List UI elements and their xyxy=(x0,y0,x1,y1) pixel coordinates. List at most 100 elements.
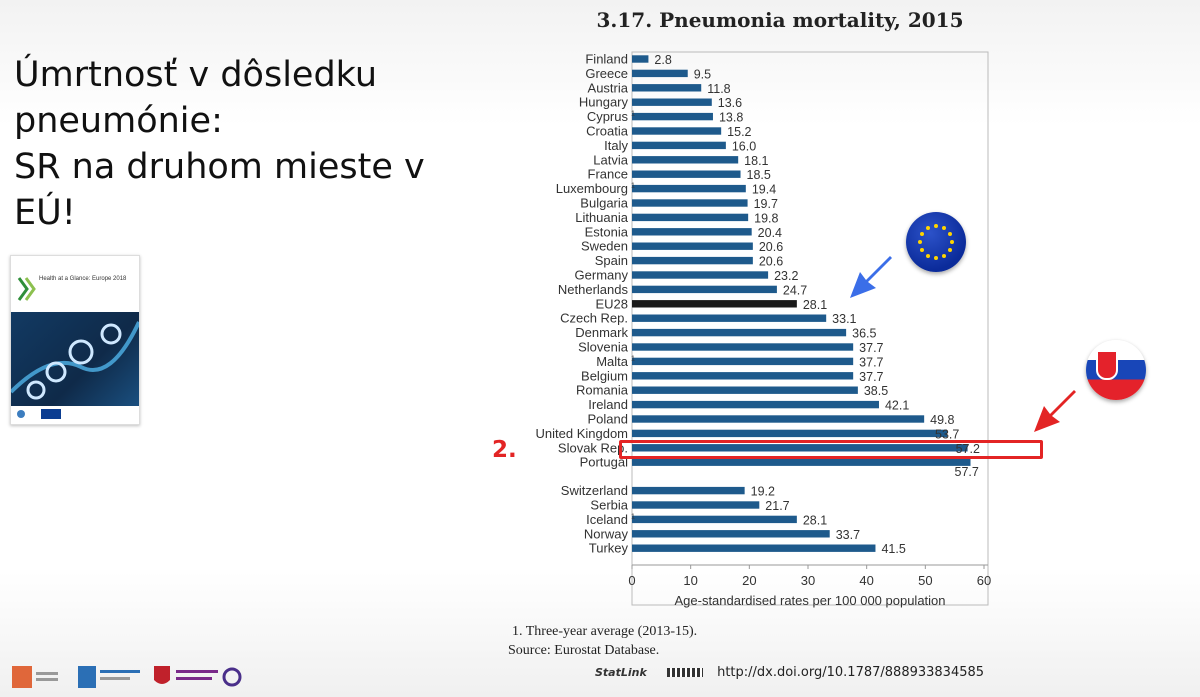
category-label: Lithuania xyxy=(575,210,629,225)
bar-estonia xyxy=(632,228,752,236)
bar-spain xyxy=(632,256,753,265)
category-label: Norway xyxy=(584,526,629,541)
category-label: Turkey xyxy=(589,541,629,556)
category-label: Croatia xyxy=(586,124,629,139)
value-label: 42.1 xyxy=(885,399,909,413)
value-label: 13.6 xyxy=(718,96,742,110)
value-label: 37.7 xyxy=(859,370,883,384)
slovakia-flag-icon xyxy=(1086,340,1146,400)
value-label: 36.5 xyxy=(852,327,876,341)
value-label: 19.2 xyxy=(751,485,775,499)
footnote-mark: 1 xyxy=(631,183,635,190)
x-tick-label: 10 xyxy=(683,573,697,588)
cover-artwork-graphic xyxy=(11,321,139,400)
value-label: 57.2 xyxy=(956,442,980,456)
cover-title: Health at a Glance: Europe 2018 xyxy=(39,276,127,282)
value-label: 16.0 xyxy=(732,139,756,153)
chart-footnote: 1. Three-year average (2013-15). xyxy=(512,624,698,639)
category-label: Portugal xyxy=(580,455,629,470)
bar-portugal xyxy=(632,458,971,466)
x-ticks: 0 10 20 30 40 50 60 xyxy=(628,565,991,588)
bar-latvia xyxy=(632,156,739,164)
value-label: 24.7 xyxy=(783,283,807,297)
bar-belgium xyxy=(632,372,854,380)
value-label: 19.8 xyxy=(754,211,778,225)
bar-italy xyxy=(632,141,726,150)
x-axis-label: Age-standardised rates per 100 000 popul… xyxy=(674,593,945,608)
category-label: Spain xyxy=(595,253,628,268)
bar-malta xyxy=(632,357,854,366)
bar-germany xyxy=(632,271,769,279)
category-label: United Kingdom xyxy=(536,426,629,441)
value-label: 49.8 xyxy=(930,413,954,427)
slovakia-highlight-box xyxy=(619,440,1043,459)
category-label: Greece xyxy=(585,66,628,81)
bar-netherlands xyxy=(632,285,777,294)
category-label: Latvia xyxy=(593,152,628,167)
nemocnica-logo-icon xyxy=(78,666,140,688)
pneumonia-bar-chart: Finland 2.8 Greece 9.5 Austria 11.8 Hungary 13.… xyxy=(536,51,991,608)
bar-united-kingdom xyxy=(632,429,948,438)
category-label: Sweden xyxy=(581,239,628,254)
value-label: 11.8 xyxy=(707,82,730,96)
bar-lithuania xyxy=(632,213,749,222)
bar-cyprus xyxy=(632,112,713,121)
bar-croatia xyxy=(632,127,722,135)
bar-bulgaria xyxy=(632,199,748,207)
bar-sweden xyxy=(632,242,753,250)
category-label: EU28 xyxy=(595,296,628,311)
category-label: Slovak Rep. xyxy=(558,440,628,455)
bar-slovak-rep xyxy=(632,444,968,452)
value-label: 28.1 xyxy=(803,298,827,312)
statlink-url[interactable]: http://dx.doi.org/10.1787/888933834585 xyxy=(717,665,985,680)
footer-logos xyxy=(10,664,250,692)
footnote-mark: 1 xyxy=(631,513,635,520)
bar-iceland xyxy=(632,515,797,524)
value-label: 41.5 xyxy=(881,542,905,556)
category-label: Iceland xyxy=(586,512,628,527)
bar-czech-rep xyxy=(632,314,827,322)
value-label: 57.7 xyxy=(955,465,979,479)
bar-greece xyxy=(632,69,688,78)
value-label: 9.5 xyxy=(694,67,711,81)
bar-denmark xyxy=(632,328,847,337)
value-label: 13.8 xyxy=(719,111,743,125)
category-label: Finland xyxy=(585,52,628,67)
bar-slovenia xyxy=(632,343,854,351)
category-label: Hungary xyxy=(579,95,629,110)
category-label: Czech Rep. xyxy=(560,311,628,326)
value-label: 18.5 xyxy=(747,168,771,182)
category-label: Germany xyxy=(575,268,629,283)
slovak-coat-of-arms-icon xyxy=(1096,350,1118,380)
category-label: Austria xyxy=(588,80,629,95)
statlink-line: StatLink http://dx.doi.org/10.1787/88893… xyxy=(595,665,984,680)
category-label: Malta xyxy=(596,354,629,369)
regional-logos-icon xyxy=(154,666,242,687)
value-label: 19.4 xyxy=(752,183,776,197)
x-tick-label: 60 xyxy=(977,573,991,588)
footnote-mark: 1 xyxy=(631,355,635,362)
value-label: 20.6 xyxy=(759,255,783,269)
chart-source: Source: Eurostat Database. xyxy=(508,643,660,658)
value-label: 37.7 xyxy=(859,341,883,355)
bar-serbia xyxy=(632,501,760,509)
value-label: 33.7 xyxy=(836,528,860,542)
category-label: Denmark xyxy=(575,325,628,340)
footnote-mark: 1 xyxy=(631,111,635,118)
category-label: Cyprus xyxy=(587,109,629,124)
category-label: Slovenia xyxy=(578,340,629,355)
category-label: Romania xyxy=(576,383,629,398)
oecd-chevrons-icon xyxy=(17,277,36,301)
bar-france xyxy=(632,170,741,178)
bar-romania xyxy=(632,386,858,394)
hospital-logo-icon xyxy=(12,666,58,688)
category-label: Estonia xyxy=(585,224,629,239)
value-label: 18.1 xyxy=(744,154,768,168)
value-label: 19.7 xyxy=(754,197,778,211)
bar-norway xyxy=(632,530,830,538)
bar-eu28 xyxy=(632,300,797,308)
x-tick-label: 20 xyxy=(742,573,756,588)
slide-headline: Úmrtnosť v dôsledku pneumónie: SR na dru… xyxy=(14,55,425,233)
bar-turkey xyxy=(632,544,876,552)
bar-luxembourg xyxy=(632,184,746,193)
